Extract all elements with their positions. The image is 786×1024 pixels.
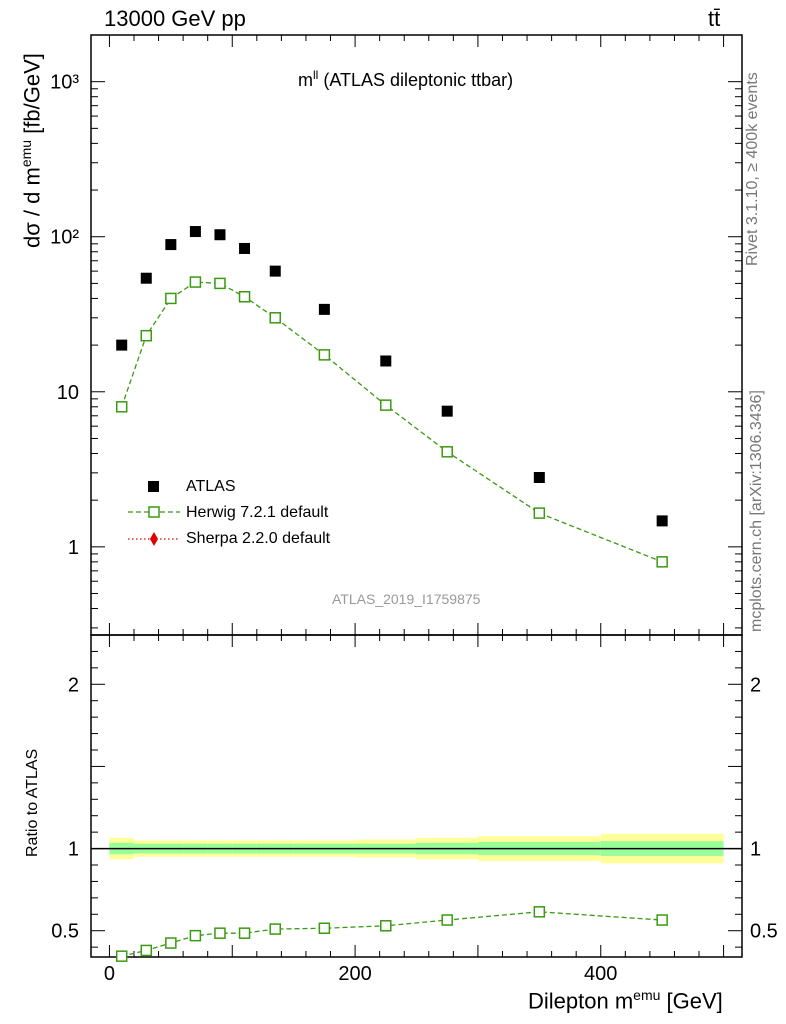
atlas-point xyxy=(165,239,177,251)
legend xyxy=(128,481,180,546)
x-tick-label-0: 0 xyxy=(104,963,115,985)
main-ylabel-sup: emu xyxy=(18,139,34,168)
ratio-y-axis-label: Ratio to ATLAS xyxy=(24,748,41,857)
herwig-main-point xyxy=(441,446,453,458)
legend-atlas-marker xyxy=(148,481,159,492)
x-axis-label: Dilepton memu [GeV] xyxy=(528,987,723,1014)
herwig-main-point xyxy=(165,292,177,305)
herwig-ratio-point xyxy=(269,923,281,935)
ratio-y-tick-label-right-2: 2 xyxy=(750,674,761,696)
atlas-point xyxy=(239,242,251,254)
xlabel-pre: Dilepton m xyxy=(528,988,634,1014)
atlas-point xyxy=(116,339,128,351)
ratio-y-tick-label-left-1: 1 xyxy=(68,839,79,861)
main-y-tick-label-0: 1 xyxy=(68,537,79,559)
plot-title-sup: ll xyxy=(313,68,319,82)
herwig-main-line xyxy=(121,281,663,563)
herwig-ratio-point xyxy=(656,914,668,926)
x-tick-label-1: 200 xyxy=(338,963,371,985)
herwig-ratio-point xyxy=(140,944,153,957)
herwig-main-point xyxy=(656,556,668,568)
ratio-y-tick-label-left-2: 2 xyxy=(68,674,79,696)
energy-label: 13000 GeV pp xyxy=(104,6,246,31)
ratio-y-tick-label-right-0: 0.5 xyxy=(750,921,778,943)
ratio-y-tick-label-left-0: 0.5 xyxy=(51,921,79,943)
plot-title-rest: (ATLAS dileptonic ttbar) xyxy=(318,70,514,90)
herwig-main-point xyxy=(269,312,281,324)
herwig-ratio-point xyxy=(380,920,392,932)
herwig-ratio-point xyxy=(533,906,546,918)
herwig-ratio-point xyxy=(238,927,251,939)
herwig-main-point xyxy=(318,349,331,361)
atlas-point xyxy=(269,265,281,277)
main-y-tick-label-3: 10³ xyxy=(50,72,79,94)
herwig-main-point xyxy=(380,399,392,411)
atlas-point xyxy=(214,229,226,241)
mcplots-label: mcplots.cern.ch [arXiv:1306.3436] xyxy=(748,390,765,632)
legend-sherpa-marker xyxy=(150,532,158,546)
main-y-tick-label-2: 10² xyxy=(50,227,79,249)
herwig-main-point xyxy=(115,401,128,413)
atlas-point xyxy=(318,303,330,315)
legend-herwig-marker xyxy=(148,506,160,518)
rivet-label: Rivet 3.1.10, ≥ 400k events xyxy=(744,72,761,266)
ratio-y-tick-label-right-1: 1 xyxy=(750,839,761,861)
herwig-main-point xyxy=(140,329,153,342)
herwig-ratio-point xyxy=(318,922,331,934)
main-y-tick-label-1: 10 xyxy=(57,382,79,404)
ratio-uncertainty-bands xyxy=(91,833,742,864)
herwig-main-point xyxy=(533,507,546,519)
atlas-point xyxy=(189,226,201,238)
atlas-point xyxy=(441,405,453,417)
herwig-ratio-point xyxy=(165,937,177,949)
main-ylabel-pre: dσ / d m xyxy=(19,167,45,248)
herwig-ratio-point xyxy=(189,929,202,942)
plot-title-main: m xyxy=(298,70,313,90)
legend-label-sherpa: Sherpa 2.2.0 default xyxy=(186,530,331,547)
atlas-point xyxy=(380,355,392,367)
atlas-point xyxy=(656,515,668,527)
axes-frame xyxy=(90,34,743,958)
atlas-point xyxy=(140,272,152,284)
herwig-main-point xyxy=(214,277,226,290)
xlabel-sup: emu xyxy=(633,987,661,1003)
plot-title: mll (ATLAS dileptonic ttbar) xyxy=(298,68,513,91)
herwig-ratio-line xyxy=(121,911,663,957)
herwig-main-point xyxy=(189,276,202,288)
process-label: tt̄ xyxy=(708,6,721,31)
atlas-point xyxy=(533,471,545,483)
legend-label-atlas: ATLAS xyxy=(186,478,236,495)
ratio-frame xyxy=(90,634,743,958)
herwig-ratio-point xyxy=(214,927,226,939)
herwig-ratio-point xyxy=(441,914,453,926)
tick-labels: 0 200 400 1 10 10² 10³ 0.5 0.5 1 1 2 2 xyxy=(50,72,778,985)
data-markers xyxy=(115,226,668,962)
main-ylabel-post: [fb/GeV] xyxy=(19,53,45,140)
herwig-main-point xyxy=(238,291,251,303)
x-tick-label-2: 400 xyxy=(584,963,617,985)
main-y-axis-label: dσ / d memu [fb/GeV] xyxy=(18,53,45,248)
analysis-id: ATLAS_2019_I1759875 xyxy=(332,591,481,607)
mc-lines xyxy=(121,281,663,957)
herwig-ratio-point xyxy=(115,950,128,962)
legend-label-herwig: Herwig 7.2.1 default xyxy=(186,504,329,521)
xlabel-post: [GeV] xyxy=(660,988,723,1014)
